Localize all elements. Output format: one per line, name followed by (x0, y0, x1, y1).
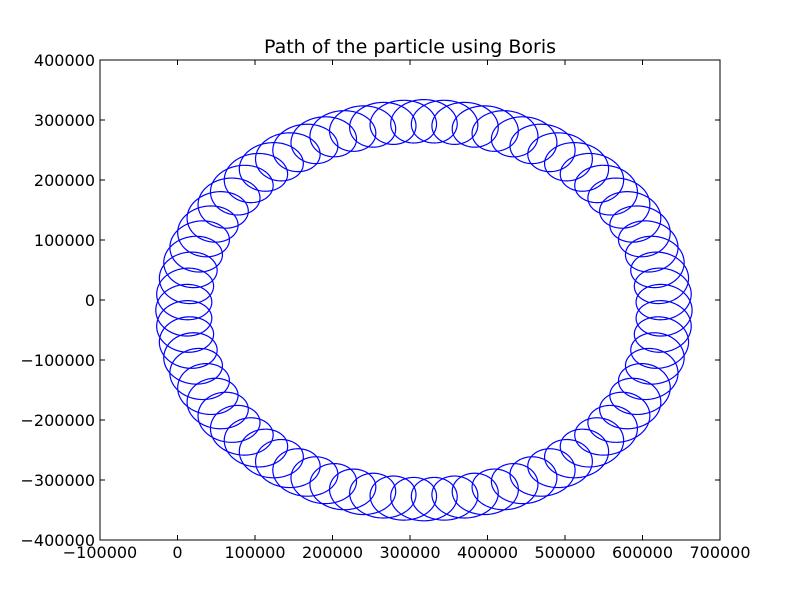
x-tick-label: 200000 (302, 543, 363, 562)
x-tick-label: 0 (172, 543, 182, 562)
x-tick-label: 400000 (457, 543, 518, 562)
y-tick-label: −300000 (21, 471, 95, 490)
x-tick-label: 100000 (224, 543, 285, 562)
y-tick-label: −100000 (21, 351, 95, 370)
x-tick-label: 700000 (689, 543, 750, 562)
y-tick-label: 100000 (34, 231, 95, 250)
particle-trajectory-line (155, 99, 693, 522)
y-tick-label: −400000 (21, 531, 95, 550)
y-tick-label: 400000 (34, 51, 95, 70)
y-axis: −400000 −300000 −200000 −100000 0 100000 20000… (21, 51, 720, 550)
y-tick-label: 300000 (34, 111, 95, 130)
y-tick-label: 0 (85, 291, 95, 310)
x-axis: −100000 0 100000 200000 300000 400000 500000 60… (63, 60, 751, 562)
x-tick-label: 300000 (379, 543, 440, 562)
x-tick-label: 600000 (612, 543, 673, 562)
x-tick-label: 500000 (534, 543, 595, 562)
chart-title: Path of the particle using Boris (264, 36, 556, 58)
y-tick-label: 200000 (34, 171, 95, 190)
y-tick-label: −200000 (21, 411, 95, 430)
x-tick-label: −100000 (63, 543, 137, 562)
